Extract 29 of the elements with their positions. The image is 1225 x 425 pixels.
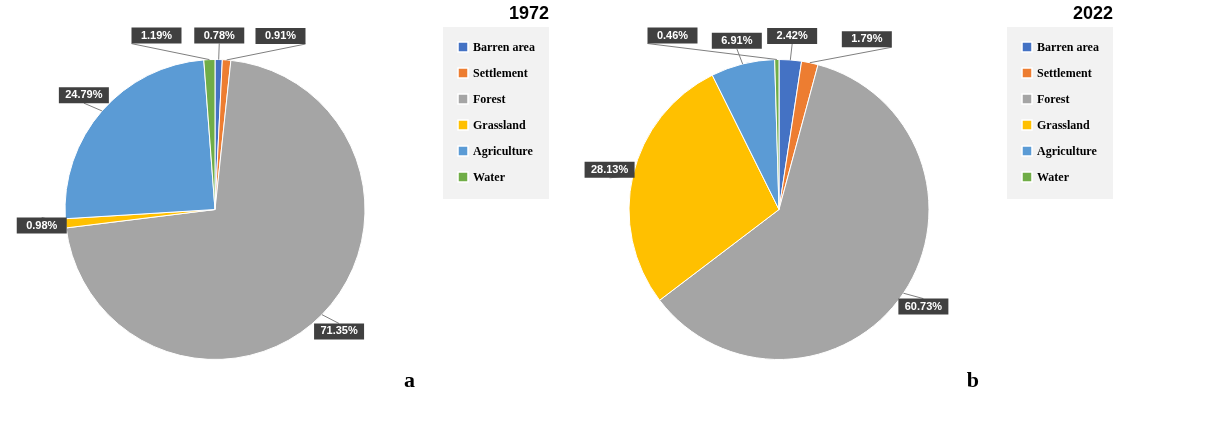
data-label: 1.79% <box>851 32 883 45</box>
legend-label: Agriculture <box>473 144 534 158</box>
data-label: 24.79% <box>65 88 103 101</box>
data-label: 60.73% <box>904 299 943 312</box>
text: a <box>404 367 415 392</box>
legend-label: Agriculture <box>1037 144 1098 158</box>
text: b <box>966 367 979 392</box>
pie-slice <box>65 59 366 360</box>
data-label: 0.98% <box>26 218 58 231</box>
data-label: 2.42% <box>776 29 808 41</box>
legend-label: Water <box>1037 170 1070 184</box>
data-label: 28.13% <box>590 162 629 175</box>
legend-label: Water <box>473 170 506 184</box>
legend-label: Settlement <box>473 66 528 80</box>
legend-label: Grassland <box>1037 118 1091 132</box>
data-label: 0.46% <box>656 28 689 41</box>
legend-label: Barren area <box>1037 40 1099 54</box>
data-label: 0.91% <box>264 29 297 42</box>
legend-label: Settlement <box>1037 66 1092 80</box>
data-label: 0.78% <box>203 28 236 41</box>
legend-label: Grassland <box>473 118 527 132</box>
legend-label: Forest <box>1037 92 1070 106</box>
chart-title: 1972 <box>508 3 549 23</box>
data-label: 71.35% <box>320 324 358 337</box>
data-label: 1.19% <box>140 28 173 41</box>
chart-title: 2022 <box>1072 3 1113 23</box>
legend-label: Barren area <box>473 40 535 54</box>
data-label: 6.91% <box>721 33 753 46</box>
legend-label: Forest <box>473 92 506 106</box>
